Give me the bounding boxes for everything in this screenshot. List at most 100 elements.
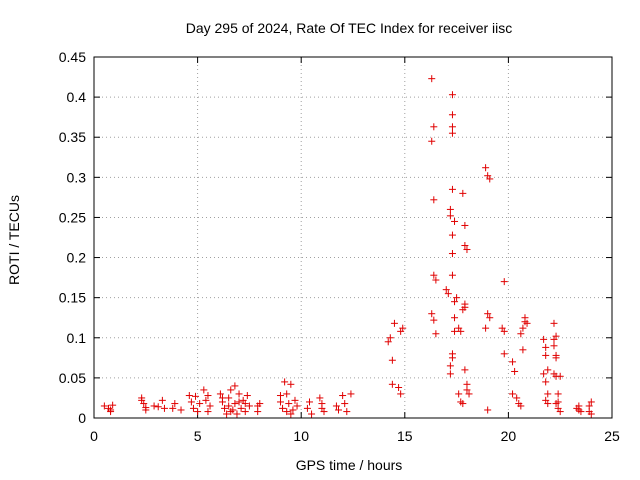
data-point [109, 401, 117, 409]
data-point [154, 403, 162, 411]
data-point [303, 404, 311, 412]
data-point [318, 400, 326, 408]
x-tick-label: 20 [501, 428, 517, 444]
data-point [171, 400, 179, 408]
data-point [245, 402, 253, 410]
data-point [189, 404, 197, 412]
x-axis-label: GPS time / hours [296, 457, 403, 473]
data-point [332, 402, 340, 410]
x-tick-label: 25 [604, 428, 620, 444]
data-point [142, 406, 150, 414]
data-point [397, 327, 405, 335]
ticks: 0 0.05 0.1 0.15 0.2 0.25 0.3 0.35 0.4 0.45 0 5 10 15 2… [59, 49, 620, 444]
data-point [544, 366, 552, 374]
data-point [276, 398, 284, 406]
data-point [316, 394, 324, 402]
data-point [384, 338, 392, 346]
data-point [509, 390, 517, 398]
data-point [390, 319, 398, 327]
data-point [448, 271, 456, 279]
data-point [231, 400, 239, 408]
data-point [486, 314, 494, 322]
y-tick-label: 0 [78, 410, 86, 426]
data-point [542, 343, 550, 351]
data-point [388, 356, 396, 364]
x-tick-label: 0 [90, 428, 98, 444]
data-point [160, 404, 168, 412]
data-point [461, 242, 469, 250]
data-point [550, 319, 558, 327]
data-point [587, 410, 595, 418]
data-point [523, 319, 531, 327]
data-point [192, 392, 200, 400]
data-point [550, 342, 558, 350]
data-point [235, 398, 243, 406]
data-point [237, 404, 245, 412]
data-point [293, 402, 301, 410]
data-point [225, 402, 233, 410]
y-axis-label: ROTI / TECUs [6, 195, 22, 285]
data-point [500, 278, 508, 286]
y-tick-label: 0.4 [67, 89, 87, 105]
data-point [430, 123, 438, 131]
data-point [448, 111, 456, 119]
data-point [459, 189, 467, 197]
data-point [206, 402, 214, 410]
data-point [243, 392, 251, 400]
data-point [463, 386, 471, 394]
data-point [150, 402, 158, 410]
data-point [254, 408, 262, 416]
data-point [283, 408, 291, 416]
data-point [446, 205, 454, 213]
data-point [194, 408, 202, 416]
data-point [289, 406, 297, 414]
chart-title: Day 295 of 2024, Rate Of TEC Index for r… [186, 20, 513, 36]
data-point [513, 394, 521, 402]
data-point [432, 330, 440, 338]
data-point [320, 408, 328, 416]
y-tick-label: 0.45 [59, 49, 86, 65]
data-point [386, 334, 394, 342]
data-point [448, 123, 456, 131]
data-point [511, 367, 519, 375]
data-point [223, 410, 231, 418]
data-point [138, 396, 146, 404]
data-point [218, 394, 226, 402]
data-point [221, 404, 229, 412]
data-point [428, 137, 436, 145]
data-point [451, 298, 459, 306]
data-point [388, 380, 396, 388]
data-point [446, 370, 454, 378]
data-point [554, 390, 562, 398]
data-point [256, 400, 264, 408]
y-tick-label: 0.1 [67, 330, 87, 346]
data-point [339, 392, 347, 400]
data-point [279, 404, 287, 412]
data-point [542, 378, 550, 386]
data-point [305, 398, 313, 406]
data-point [482, 164, 490, 172]
data-point [542, 351, 550, 359]
data-point [465, 390, 473, 398]
data-point [446, 362, 454, 370]
y-tick-label: 0.2 [67, 250, 87, 266]
data-point [448, 185, 456, 193]
data-point [517, 330, 525, 338]
data-point [444, 290, 452, 298]
data-point [158, 396, 166, 404]
data-point [231, 382, 239, 390]
y-tick-label: 0.15 [59, 290, 86, 306]
data-point [200, 386, 208, 394]
data-point [540, 370, 548, 378]
data-point [459, 400, 467, 408]
data-point [430, 316, 438, 324]
data-point [428, 75, 436, 83]
data-point [283, 390, 291, 398]
y-tick-label: 0.3 [67, 169, 87, 185]
data-point [500, 327, 508, 335]
data-point [287, 410, 295, 418]
data-point [216, 390, 224, 398]
data-point [455, 390, 463, 398]
data-point [519, 324, 527, 332]
